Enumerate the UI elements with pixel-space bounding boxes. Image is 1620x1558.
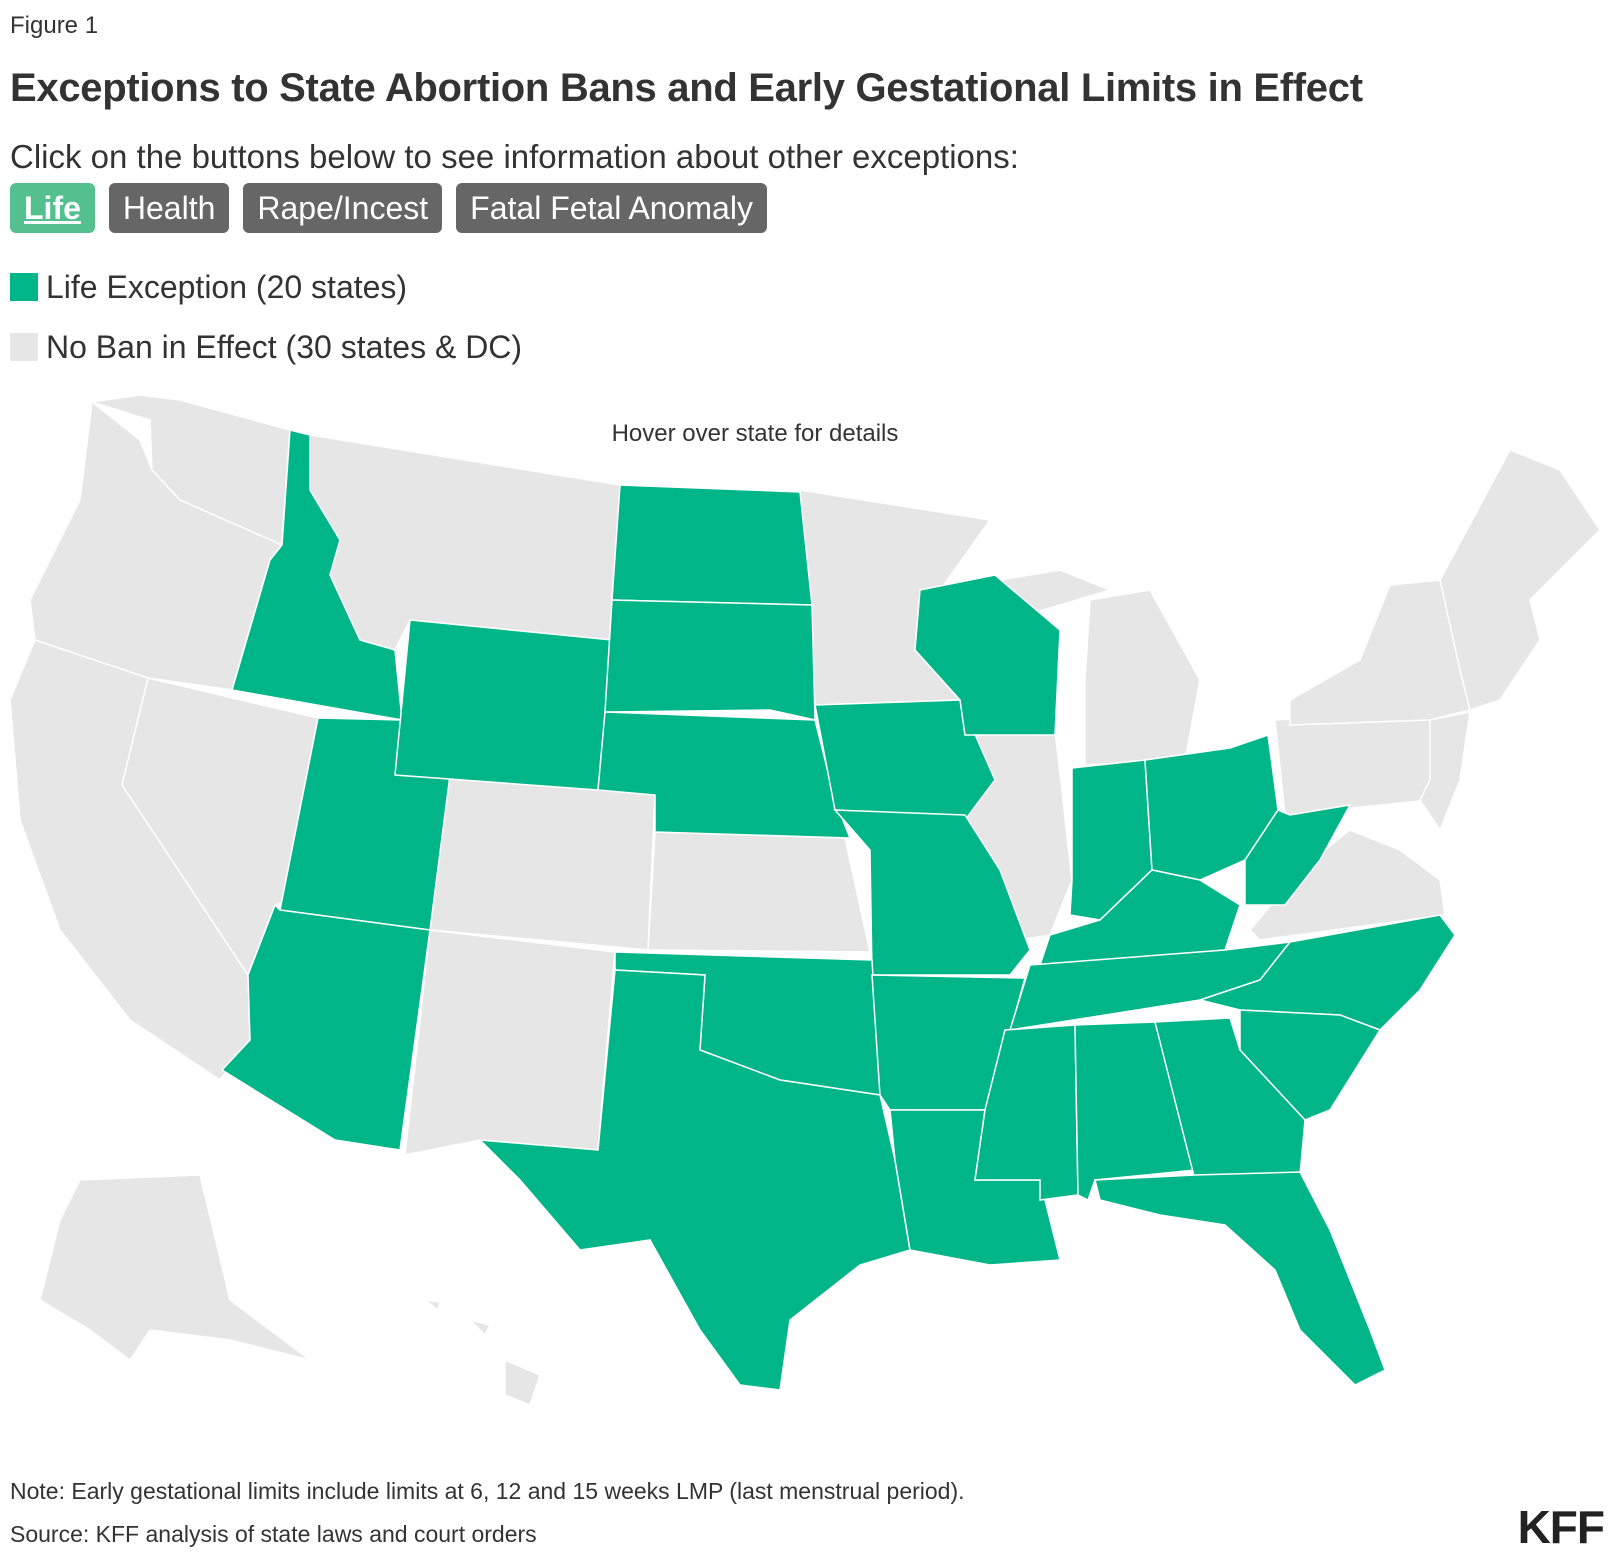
hover-hint: Hover over state for details [611,420,899,447]
state-wyoming[interactable] [394,619,613,791]
state-new-england[interactable] [1439,449,1601,711]
state-west-virginia[interactable] [1244,804,1352,906]
rape-incest-button[interactable]: Rape/Incest [243,183,443,233]
legend-swatch-no-ban [10,333,38,361]
us-map [0,390,1620,1430]
state-alaska[interactable] [39,1174,311,1362]
chart-title: Exceptions to State Abortion Bans and Ea… [10,66,1363,110]
life-button[interactable]: Life [10,183,95,233]
state-wisconsin[interactable] [914,574,1061,736]
state-iowa[interactable] [814,699,996,821]
fatal-fetal-anomaly-button[interactable]: Fatal Fetal Anomaly [456,183,767,233]
state-new-mexico[interactable] [404,929,616,1156]
legend-item-no-ban: No Ban in Effect (30 states & DC) [10,328,523,365]
state-texas[interactable] [478,969,911,1391]
health-button[interactable]: Health [108,183,230,233]
kff-logo: KFF [1517,1501,1605,1553]
source-note: Source: KFF analysis of state laws and c… [10,1521,537,1547]
us-map-svg [9,394,1601,1406]
state-arizona[interactable] [220,903,431,1151]
state-mid-atlantic[interactable] [1419,711,1471,832]
state-new-york[interactable] [1289,579,1471,726]
state-south-dakota[interactable] [604,599,816,721]
legend-item-life-exception: Life Exception (20 states) [10,268,522,305]
state-hawaii[interactable] [422,1298,541,1406]
footnote: Note: Early gestational limits include l… [10,1478,965,1504]
figure-label: Figure 1 [10,12,99,39]
map-legend: Life Exception (20 states) No Ban in Eff… [10,268,523,390]
state-nebraska[interactable] [597,711,852,839]
state-north-dakota[interactable] [611,484,813,606]
legend-label-no-ban: No Ban in Effect (30 states & DC) [46,328,523,365]
exception-button-group: Life Health Rape/Incest Fatal Fetal Anom… [10,183,767,233]
state-colorado[interactable] [429,774,656,951]
state-missouri[interactable] [833,809,1031,976]
legend-swatch-life-exception [10,273,38,301]
state-idaho[interactable] [231,429,403,721]
state-florida[interactable] [1094,1171,1386,1386]
state-kansas[interactable] [647,831,871,953]
chart-subtitle: Click on the buttons below to see inform… [10,138,1019,175]
legend-label-life-exception: Life Exception (20 states) [46,268,408,305]
